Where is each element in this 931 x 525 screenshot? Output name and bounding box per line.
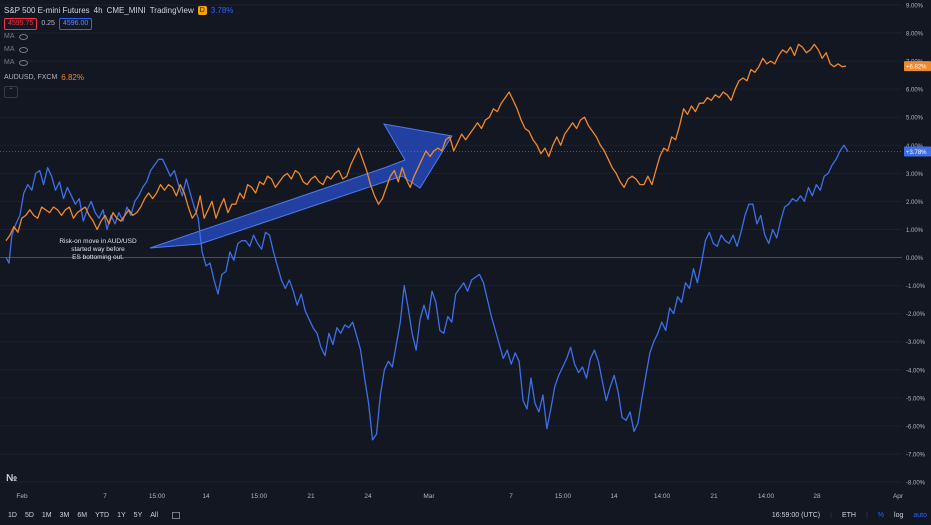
annotation-line: Risk-on move in AUD/USD [59,238,137,245]
x-tick-label: 21 [307,493,315,500]
x-tick-label: 15:00 [149,493,166,500]
chart-legend: S&P 500 E-mini Futures 4h CME_MINI Tradi… [4,4,234,98]
exchange-label: CME_MINI [106,6,146,15]
y-tick-label: -5.00% [906,396,926,402]
y-tick-label: -4.00% [906,368,926,374]
ma-indicator-label[interactable]: MA [4,59,15,66]
buy-price-button[interactable]: 4596.00 [58,17,93,30]
symbol-change: 3.78% [210,6,234,15]
session-toggle[interactable]: ETH [841,511,856,519]
y-tick-label: -2.00% [906,312,926,318]
y-tick-label: 1.00% [906,228,924,234]
range-button-3m[interactable]: 3M [59,511,70,519]
series-lines [0,43,902,441]
range-buttons: 1D 5D 1M 3M 6M YTD 1Y 5Y All [8,512,158,519]
x-tick-label: Mar [423,493,435,500]
x-tick-label: 15:00 [251,493,268,500]
range-button-ytd[interactable]: YTD [95,511,110,519]
y-tick-label: 3.00% [906,172,924,178]
data-badge-icon: D [197,6,207,15]
last-value-label-0: +3.78% [906,150,927,156]
compare-symbol-change: 6.82% [61,73,84,82]
trend-arrow-annotation [149,123,453,249]
series-line-1 [5,43,847,242]
x-tick-label: 15:00 [555,493,572,500]
bottom-toolbar: 1D 5D 1M 3M 6M YTD 1Y 5Y All 16:59:00 (UTC) | ET… [8,511,927,519]
y-tick-label: 5.00% [906,116,924,122]
x-tick-label: 21 [710,493,718,500]
log-toggle[interactable]: log [894,511,904,519]
clock-time[interactable]: 16:59:00 (UTC) [771,511,821,519]
source-label: TradingView [149,6,194,15]
range-button-5y[interactable]: 5Y [133,511,143,519]
calendar-icon[interactable] [172,511,181,519]
y-tick-label: 8.00% [906,32,924,38]
x-tick-label: 14 [610,493,618,500]
range-button-all[interactable]: All [150,511,159,519]
y-tick-label: -7.00% [906,452,926,458]
symbol-title[interactable]: S&P 500 E-mini Futures [4,6,90,15]
y-tick-label: -3.00% [906,340,926,346]
ma-indicator-label[interactable]: MA [4,46,15,53]
sell-price-button[interactable]: 4595.75 [4,17,38,30]
x-tick-label: 24 [364,493,372,500]
range-button-1m[interactable]: 1M [41,511,52,519]
x-tick-label: 28 [813,493,821,500]
series-line-0 [5,144,849,441]
percent-toggle[interactable]: % [877,511,885,519]
interval-label[interactable]: 4h [93,6,103,15]
collapse-chevron-icon[interactable]: ˆ [4,85,18,98]
auto-toggle[interactable]: auto [913,511,927,519]
y-tick-label: 0.00% [906,256,924,262]
range-button-6m[interactable]: 6M [77,511,88,519]
spread-value: 0.25 [41,20,55,27]
x-tick-label: 14:00 [654,493,671,500]
range-button-1d[interactable]: 1D [8,511,17,519]
y-tick-label: -6.00% [906,424,926,430]
y-tick-label: 6.00% [906,88,924,94]
y-tick-label: -1.00% [906,284,926,290]
range-button-5d[interactable]: 5D [24,511,34,519]
annotation-line: started way before [71,246,125,253]
range-button-1y[interactable]: 1Y [117,511,126,519]
annotation-line: ES bottoming out. [72,254,124,261]
compare-symbol-label[interactable]: AUDUSD, FXCM [4,74,58,81]
last-value-badge-0 [904,146,931,157]
y-tick-label: -8.00% [906,481,926,487]
ma-indicator-label[interactable]: MA [4,33,15,40]
time-scale: Feb 7 15:00 14 15:00 21 24 Mar 7 15:00 14 14:00 21 14… [16,493,903,500]
x-tick-label: 7 [509,493,513,500]
last-value-label-1: +6.82% [906,65,927,71]
x-tick-label: 14:00 [758,493,775,500]
price-scale: 9.00%8.00%7.00%6.00%5.00%4.00%3.00%2.00%… [904,4,931,487]
tradingview-logo-icon[interactable]: № [6,473,18,484]
y-tick-label: 9.00% [906,4,924,10]
x-tick-label: 14 [202,493,210,500]
trend-arrow [149,123,453,249]
eye-icon[interactable] [18,46,28,53]
last-value-badge-1 [904,61,931,72]
x-tick-label: Feb [16,493,28,500]
x-tick-label: Apr [893,493,904,500]
eye-icon[interactable] [18,33,28,40]
x-tick-label: 7 [103,493,107,500]
eye-icon[interactable] [18,59,28,66]
y-tick-label: 2.00% [906,200,924,206]
